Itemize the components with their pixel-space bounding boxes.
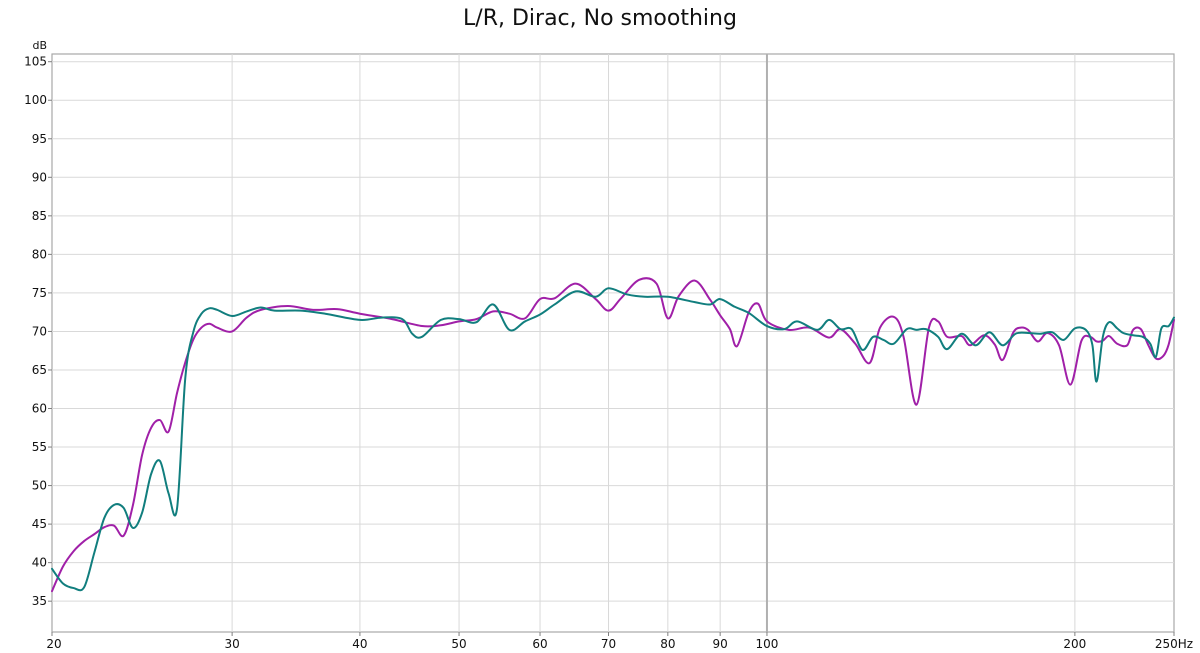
y-tick-label: 65 [32, 363, 47, 377]
y-tick-label: 45 [32, 517, 47, 531]
x-tick-label: 60 [532, 637, 547, 651]
y-tick-label: 60 [32, 402, 47, 416]
y-tick-label: 85 [32, 209, 47, 223]
y-tick-label: 35 [32, 594, 47, 608]
y-tick-label: 40 [32, 556, 47, 570]
x-tick-label: 80 [660, 637, 675, 651]
y-tick-label: 95 [32, 132, 47, 146]
horizontal-grid [52, 61, 1174, 602]
y-tick-label: 55 [32, 440, 47, 454]
y-tick-label: 75 [32, 286, 47, 300]
series-line-1 [51, 277, 1175, 593]
y-tick-label: 80 [32, 247, 47, 261]
y-tick-label: 100 [24, 93, 47, 107]
chart-title: L/R, Dirac, No smoothing [463, 6, 737, 31]
y-tick-label: 70 [32, 324, 47, 338]
y-axis-unit-label: dB [32, 39, 47, 52]
x-tick-label: 40 [352, 637, 367, 651]
x-axis: 20 30 40 50 60 70 80 90 100 200 250Hz [46, 632, 1193, 651]
y-axis: 105 100 95 90 85 80 75 70 65 60 55 50 45 40 35 [24, 55, 52, 608]
y-tick-label: 50 [32, 479, 47, 493]
x-tick-label: 50 [451, 637, 466, 651]
x-tick-label: 250Hz [1155, 637, 1193, 651]
x-tick-label: 20 [46, 637, 61, 651]
x-tick-label: 100 [756, 637, 779, 651]
series-line-2 [51, 287, 1175, 592]
series-layer [51, 277, 1175, 593]
x-tick-label: 90 [713, 637, 728, 651]
x-tick-label: 70 [601, 637, 616, 651]
x-tick-label: 30 [224, 637, 239, 651]
plot-frame [51, 53, 1175, 633]
y-tick-label: 105 [24, 55, 47, 69]
vertical-grid [231, 54, 1076, 632]
x-tick-label: 200 [1063, 637, 1086, 651]
y-tick-label: 90 [32, 170, 47, 184]
